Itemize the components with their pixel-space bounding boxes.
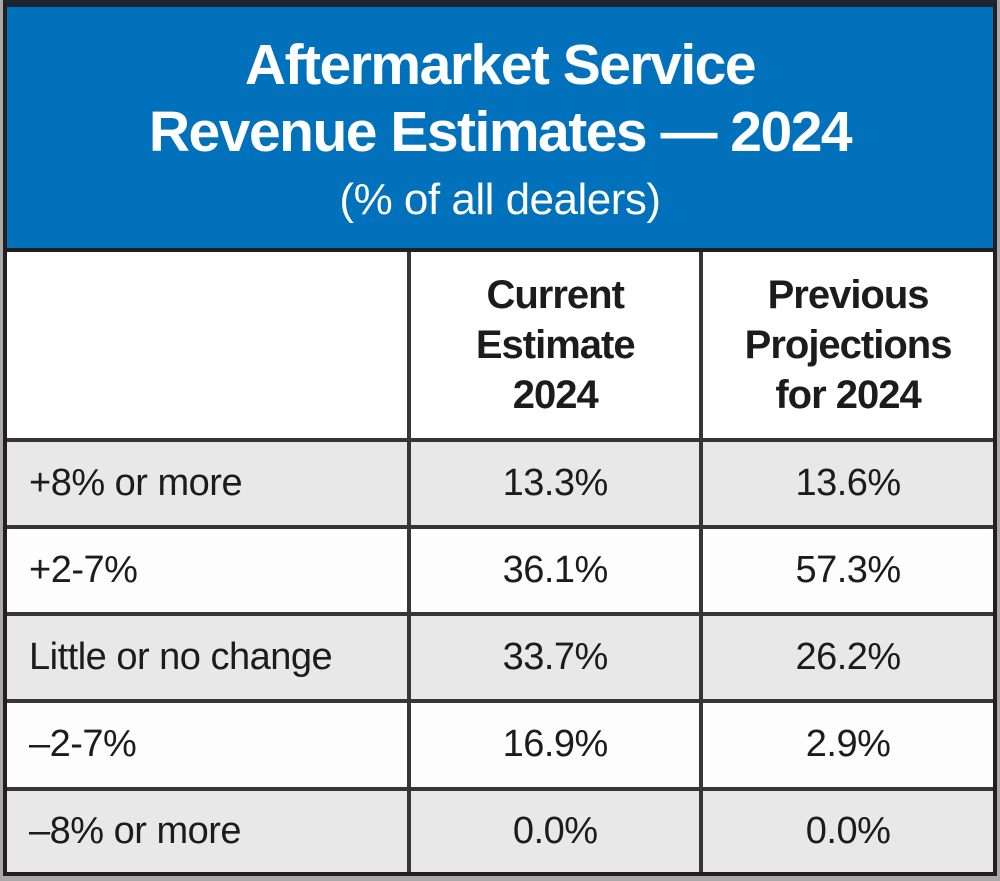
row-label: –8% or more <box>4 786 412 875</box>
row-label: –2-7% <box>4 699 412 791</box>
table-row: –2-7% 16.9% 2.9% <box>4 699 995 791</box>
column-header-blank <box>4 250 412 442</box>
figure-title-line1: Aftermarket Service <box>244 33 757 98</box>
previous-projection-value: 57.3% <box>699 525 995 617</box>
figure-title: Aftermarket Service Revenue Estimates — … <box>7 32 993 164</box>
aftermarket-revenue-table-figure: Aftermarket Service Revenue Estimates — … <box>3 0 997 876</box>
previous-projection-value: 26.2% <box>699 612 995 704</box>
previous-projection-value: 2.9% <box>699 699 995 791</box>
table-container: Current Estimate 2024 Previous Projectio… <box>4 250 995 875</box>
previous-projection-value: 0.0% <box>699 786 995 875</box>
estimates-table: Current Estimate 2024 Previous Projectio… <box>4 250 995 875</box>
row-label: Little or no change <box>4 612 412 704</box>
header-row: Current Estimate 2024 Previous Projectio… <box>4 250 995 442</box>
table-row: –8% or more 0.0% 0.0% <box>4 786 995 875</box>
column-header-previous: Previous Projections for 2024 <box>699 250 995 442</box>
current-estimate-value: 13.3% <box>407 437 704 530</box>
row-label: +2-7% <box>4 525 412 617</box>
current-estimate-value: 36.1% <box>407 525 704 617</box>
table-row: +2-7% 36.1% 57.3% <box>4 525 995 617</box>
current-estimate-value: 0.0% <box>407 786 704 875</box>
table-row: Little or no change 33.7% 26.2% <box>4 612 995 704</box>
figure-title-line2: Revenue Estimates — 2024 <box>148 99 853 164</box>
figure-subtitle: (% of all dealers) <box>339 174 661 224</box>
current-estimate-value: 16.9% <box>407 699 704 791</box>
figure-header: Aftermarket Service Revenue Estimates — … <box>7 7 993 252</box>
column-header-current: Current Estimate 2024 <box>407 250 704 442</box>
table-row: +8% or more 13.3% 13.6% <box>4 437 995 530</box>
row-label: +8% or more <box>4 437 412 530</box>
previous-projection-value: 13.6% <box>699 437 995 530</box>
current-estimate-value: 33.7% <box>407 612 704 704</box>
